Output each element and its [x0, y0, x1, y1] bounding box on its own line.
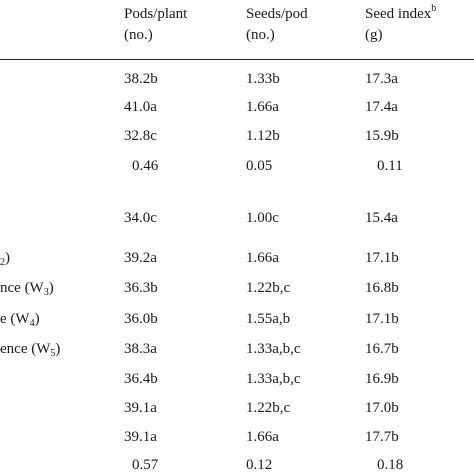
cell-index: 17.4a [365, 99, 398, 115]
header-pods-unit: (no.) [124, 27, 153, 43]
cell-index: 17.7b [365, 429, 399, 445]
header-seed-index-footnote: b [431, 3, 437, 14]
cell-seeds: 1.66a [246, 429, 279, 445]
header-seed-index: Seed indexb [365, 3, 437, 24]
cell-index: 17.3a [365, 71, 398, 87]
header-pods-per-plant: Pods/plant [124, 6, 188, 22]
row-label-w2-sub: 2 [0, 257, 5, 268]
header-seeds-unit: (no.) [246, 27, 275, 43]
cell-seeds: 1.12b [246, 128, 280, 144]
cell-index: 17.1b [365, 250, 399, 266]
header-seeds-per-pod: Seeds/pod [246, 6, 308, 22]
cell-index: 15.9b [365, 128, 399, 144]
cell-seeds: 1.33a,b,c [246, 341, 301, 357]
row-label-w3-end: ) [48, 280, 54, 296]
cell-seeds-lsd: 0.12 [246, 457, 273, 473]
cell-index: 17.0b [365, 400, 399, 416]
cell-seeds: 1.22b,c [246, 280, 291, 296]
row-label-w4-text: e (W [0, 311, 30, 327]
cell-index: 16.8b [365, 280, 399, 296]
row-label-w5-end: ) [55, 341, 61, 357]
row-label-w5: ence (W5) [0, 340, 61, 359]
cell-pods: 32.8c [124, 128, 157, 144]
cell-seeds: 1.22b,c [246, 400, 291, 416]
cell-seeds: 1.33b [246, 71, 280, 87]
row-label-w3-text: nce (W [0, 280, 44, 296]
header-seed-index-text: Seed index [365, 6, 432, 22]
row-label-w4: e (W4) [0, 310, 40, 329]
cell-index: 17.1b [365, 311, 399, 327]
header-seed-index-unit: (g) [365, 27, 383, 43]
row-label-w2-text: ) [5, 250, 10, 266]
cell-index: 16.9b [365, 371, 399, 387]
row-label-w5-text: ence (W [0, 341, 51, 357]
cell-pods: 36.4b [124, 371, 158, 387]
row-label-w2: 2) [0, 249, 10, 268]
cell-seeds: 1.66a [246, 250, 279, 266]
cell-seeds: 1.00c [246, 210, 279, 226]
cell-pods: 38.3a [124, 341, 157, 357]
cell-index: 16.7b [365, 341, 399, 357]
cell-pods-lsd: 0.46 [132, 158, 159, 174]
cell-pods: 36.0b [124, 311, 158, 327]
cell-pods: 39.1a [124, 400, 157, 416]
cell-pods: 38.2b [124, 71, 158, 87]
cell-seeds: 1.66a [246, 99, 279, 115]
cell-pods: 41.0a [124, 99, 157, 115]
row-label-w3-sub: 3 [43, 287, 49, 298]
cell-pods: 39.2a [124, 250, 157, 266]
cell-seeds: 1.55a,b [246, 311, 291, 327]
cell-index-lsd: 0.18 [377, 457, 404, 473]
cell-pods: 34.0c [124, 210, 157, 226]
row-label-w4-sub: 4 [29, 318, 35, 329]
cell-pods: 39.1a [124, 429, 157, 445]
cell-seeds: 1.33a,b,c [246, 371, 301, 387]
cell-pods: 36.3b [124, 280, 158, 296]
row-label-w3: nce (W3) [0, 279, 54, 298]
row-label-w5-sub: 5 [50, 348, 56, 359]
cell-seeds-lsd: 0.05 [246, 158, 273, 174]
cell-index: 15.4a [365, 210, 398, 226]
row-label-w4-end: ) [34, 311, 40, 327]
cell-pods-lsd: 0.57 [132, 457, 159, 473]
cell-index-lsd: 0.11 [377, 158, 403, 174]
header-rule [0, 59, 474, 60]
